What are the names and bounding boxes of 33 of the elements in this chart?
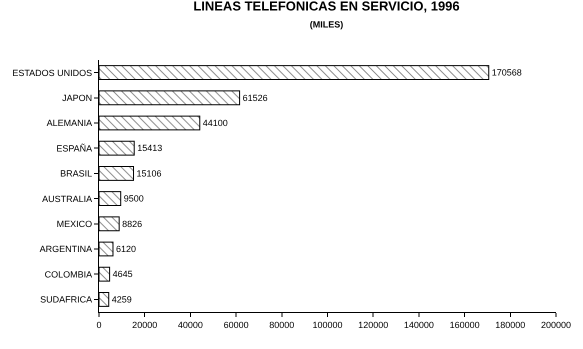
data-label: 9500 [124,194,144,204]
y-tick-label: AUSTRALIA [42,194,92,204]
y-tick-label: SUDAFRICA [40,294,92,305]
data-label: 4259 [112,294,132,304]
data-label: 6120 [116,244,136,254]
data-label: 8826 [122,218,142,229]
chart-title: LINEAS TELEFONICAS EN SERVICIO, 1996 [193,0,460,14]
data-label: 15106 [136,168,162,178]
x-tick-label: 20000 [132,320,158,330]
y-tick-label: ESTADOS UNIDOS [12,68,92,78]
x-tick-label: 80000 [269,320,294,330]
data-label: 4645 [112,269,133,280]
data-label: 44100 [202,118,228,128]
y-tick-label: JAPON [62,92,92,103]
x-tick-label: 200000 [540,320,572,330]
y-tick-label: MEXICO [56,218,92,229]
chart-subtitle: (MILES) [310,19,344,30]
x-tick-label: 120000 [358,320,388,330]
y-tick-label: BRASIL [60,168,92,179]
data-label: 170568 [492,68,522,78]
x-tick-label: 140000 [404,320,434,330]
y-tick-label: COLOMBIA [44,269,92,280]
data-label: 15413 [137,143,162,154]
x-tick-label: 0 [96,320,102,330]
y-tick-label: ESPAÑA [56,143,92,154]
x-tick-label: 160000 [450,320,480,330]
x-tick-label: 100000 [312,320,343,330]
y-tick-label: ALEMANIA [46,118,92,128]
x-tick-label: 180000 [495,320,526,330]
y-tick-label: ARGENTINA [40,244,92,254]
data-label: 61526 [242,92,268,103]
x-tick-label: 60000 [224,320,249,330]
x-tick-label: 40000 [178,320,203,330]
